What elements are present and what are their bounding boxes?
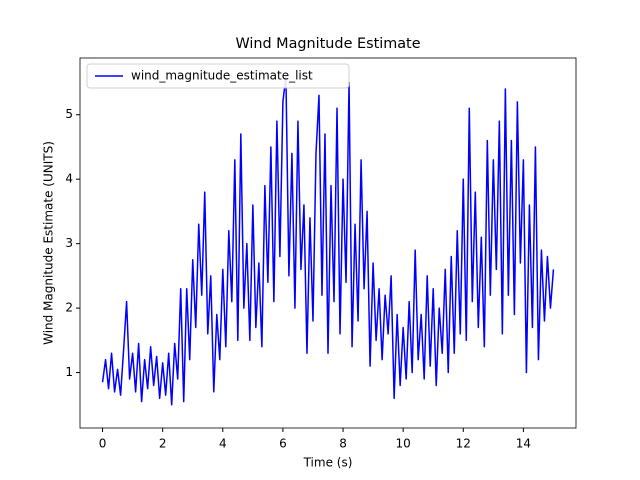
y-tick-label: 4 xyxy=(65,172,73,186)
x-tick-label: 4 xyxy=(219,437,227,451)
x-tick-label: 0 xyxy=(99,437,107,451)
y-tick-label: 3 xyxy=(65,236,73,250)
x-tick-label: 2 xyxy=(159,437,167,451)
axes-frame xyxy=(79,57,577,429)
y-axis-label: Wind Magnitude Estimate (UNITS) xyxy=(42,141,56,345)
data-line xyxy=(101,75,555,406)
x-tick-label: 10 xyxy=(396,437,411,451)
x-tick-label: 14 xyxy=(516,437,531,451)
y-tick-label: 5 xyxy=(65,107,73,121)
legend-label: wind_magnitude_estimate_list xyxy=(131,69,313,83)
legend-box xyxy=(86,63,350,89)
x-tick-label: 6 xyxy=(279,437,287,451)
y-tick-label: 1 xyxy=(65,365,73,379)
y-tick-label: 2 xyxy=(65,301,73,315)
x-tick-label: 12 xyxy=(456,437,471,451)
x-axis-label: Time (s) xyxy=(303,456,353,470)
x-tick-label: 8 xyxy=(339,437,347,451)
chart-title: Wind Magnitude Estimate xyxy=(235,36,420,52)
